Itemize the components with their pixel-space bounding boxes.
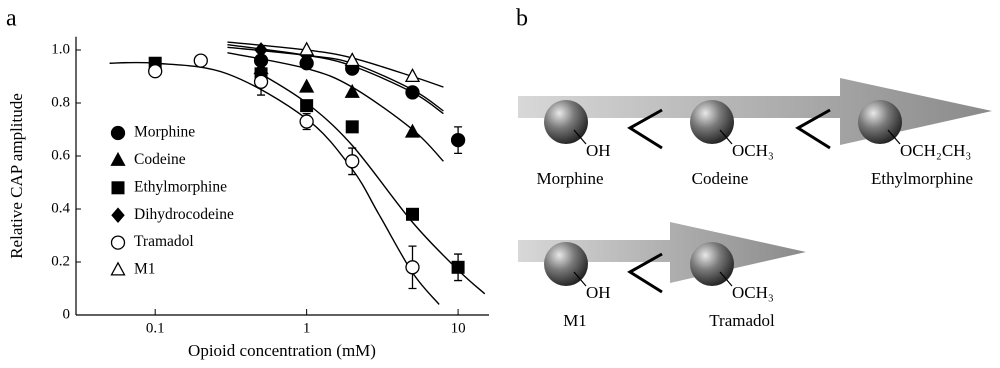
marker xyxy=(450,132,466,148)
molecule-name: M1 xyxy=(563,311,587,330)
legend-label: Codeine xyxy=(134,151,186,168)
marker xyxy=(344,83,360,98)
marker xyxy=(299,114,314,129)
molecule-ball xyxy=(544,100,588,144)
legend-marker xyxy=(111,207,125,224)
legend-label: M1 xyxy=(134,261,156,278)
legend-marker xyxy=(110,125,126,141)
marker xyxy=(405,207,419,221)
series: Ethylmorphine xyxy=(111,56,486,295)
arrow xyxy=(518,222,806,283)
functional-group: OH xyxy=(586,283,611,302)
functional-group: OH xyxy=(586,141,611,160)
panel-label: a xyxy=(6,6,17,32)
less-than xyxy=(795,108,831,150)
panel-label: b xyxy=(516,6,528,32)
marker xyxy=(148,64,163,79)
y-tick-label: 0.6 xyxy=(51,147,70,163)
legend-label: Ethylmorphine xyxy=(134,178,227,195)
series: Morphine xyxy=(110,44,466,154)
molecule-name: Codeine xyxy=(692,169,749,188)
fit-curve xyxy=(260,73,486,295)
y-tick-label: 1.0 xyxy=(51,41,70,57)
marker xyxy=(405,260,420,275)
x-axis-label: Opioid concentration (mM) xyxy=(188,341,376,360)
bond xyxy=(719,271,733,287)
less-than xyxy=(627,108,663,150)
marker xyxy=(193,53,208,68)
marker xyxy=(405,85,420,100)
marker xyxy=(345,120,359,134)
y-tick-label: 0.8 xyxy=(51,94,70,110)
marker xyxy=(344,52,360,67)
marker xyxy=(404,123,421,138)
bond xyxy=(887,129,901,145)
legend-label: Tramadol xyxy=(134,233,194,250)
less-than xyxy=(627,252,663,294)
series: Codeine xyxy=(110,51,444,168)
marker xyxy=(404,67,421,83)
marker xyxy=(254,42,268,58)
legend-label: Dihydrocodeine xyxy=(134,206,234,223)
x-tick-label: 0.1 xyxy=(146,320,165,336)
molecule-ball xyxy=(690,100,734,144)
legend-marker xyxy=(111,181,125,195)
functional-group: OCH₂CH₃ xyxy=(900,141,971,160)
marker xyxy=(253,74,269,89)
molecule-ball xyxy=(690,242,734,286)
bond xyxy=(719,129,733,145)
y-axis-label: Relative CAP amplitude xyxy=(7,93,26,259)
diagram: OH Morphine OCH₃ Codeine OCH₂CH₃ Ethylmorphin… xyxy=(518,78,992,330)
molecule-ball xyxy=(858,100,902,144)
bond xyxy=(573,271,587,287)
y-tick-label: 0 xyxy=(63,306,71,322)
marker xyxy=(299,41,315,56)
marker xyxy=(300,99,314,113)
plot-area: 0 0.2 0.4 0.6 0.8 1.0 0.1 1 10 Morphine Codeine Eth… xyxy=(51,36,489,336)
legend-label: Morphine xyxy=(134,124,195,141)
marker xyxy=(299,78,315,93)
functional-group: OCH₃ xyxy=(732,283,774,302)
y-tick-label: 0.4 xyxy=(51,200,70,216)
x-tick-label: 10 xyxy=(451,320,466,336)
bond xyxy=(573,129,587,145)
series: M1 xyxy=(110,41,444,278)
functional-group: OCH₃ xyxy=(732,141,774,160)
arrow xyxy=(518,78,992,145)
molecule-name: Ethylmorphine xyxy=(871,169,973,188)
y-tick-label: 0.2 xyxy=(51,253,70,269)
series: Tramadol xyxy=(109,53,440,305)
legend-marker xyxy=(110,235,126,250)
molecule-ball xyxy=(544,242,588,286)
marker xyxy=(451,260,465,274)
marker xyxy=(345,154,360,169)
molecule-name: Morphine xyxy=(536,169,603,188)
legend-marker xyxy=(110,151,126,166)
molecule-name: Tramadol xyxy=(709,311,775,330)
x-tick-label: 1 xyxy=(303,320,311,336)
legend-marker xyxy=(110,261,126,276)
